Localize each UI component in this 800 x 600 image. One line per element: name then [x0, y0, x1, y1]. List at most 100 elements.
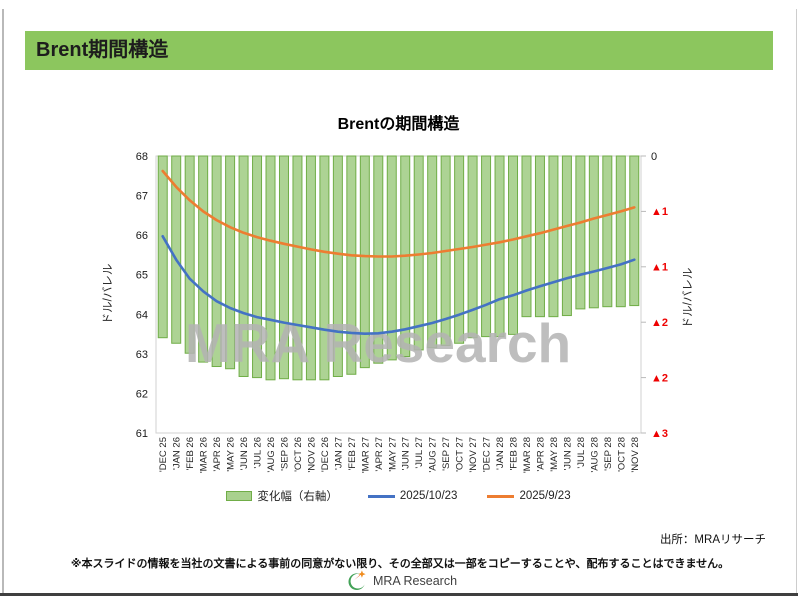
bar	[319, 155, 330, 381]
source-note: 出所：MRAリサーチ	[659, 534, 766, 546]
bar	[359, 155, 370, 369]
bar	[292, 155, 303, 381]
slide-bottom-rule	[0, 593, 798, 596]
x-axis-tick-label: 'FEB 28	[509, 437, 520, 471]
chart-svg: 68 67 66 65 64 63 62 61 0 ▲1 ▲1 ▲2 ▲2 ▲3 ドル/バレル ドル/バレル M…	[102, 151, 695, 473]
x-axis-tick-label: 'FEB 27	[347, 437, 358, 471]
disclaimer-text: ※本スライドの情報を当社の文書による事前の同意がない限り、その全部又は一部をコピ…	[70, 558, 730, 570]
x-axis-tick-label: 'JAN 27	[333, 437, 344, 470]
bar	[157, 155, 168, 339]
left-axis-tick-label: 67	[136, 191, 148, 203]
x-axis-tick-label: 'JUL 28	[576, 437, 587, 469]
bar	[346, 155, 357, 375]
x-axis-tick-label: 'DEC 25	[158, 437, 169, 472]
bar	[305, 155, 316, 381]
bar	[588, 155, 599, 309]
right-axis-tick-label: 0	[651, 151, 657, 163]
bar	[615, 155, 626, 308]
legend-label-orange: 2025/9/23	[519, 490, 571, 502]
left-axis-tick-label: 64	[136, 309, 148, 321]
bar	[332, 155, 343, 377]
legend-orange-line-swatch-icon	[487, 494, 515, 498]
x-axis-tick-label: 'JUN 28	[562, 437, 573, 471]
x-axis-tick-label: 'MAY 28	[549, 437, 560, 472]
x-axis-tick-label: 'MAR 27	[360, 437, 371, 473]
bar	[548, 155, 559, 318]
right-axis-tick-label: ▲3	[651, 428, 668, 440]
bar	[508, 155, 519, 335]
x-axis-tick-label: 'SEP 28	[603, 437, 614, 471]
left-axis-tick-label: 68	[136, 151, 148, 163]
bar	[534, 155, 545, 318]
chart-legend: 変化幅（右軸） 2025/10/23 2025/9/23	[146, 488, 651, 504]
left-axis-tick-label: 65	[136, 270, 148, 282]
bar	[198, 155, 209, 363]
bar	[265, 155, 276, 381]
bar	[238, 155, 249, 377]
x-axis-tick-label: 'MAR 26	[199, 437, 210, 473]
x-axis-tick-label: 'FEB 26	[185, 437, 196, 471]
bar	[225, 155, 236, 370]
chart-title: Brentの期間構造	[337, 116, 460, 133]
x-axis-tick-label: 'DEC 27	[482, 437, 493, 472]
bar	[252, 155, 263, 379]
left-axis-tick-label: 63	[136, 349, 148, 361]
x-axis-tick-label: 'OCT 27	[455, 437, 466, 472]
legend-blue-line-swatch-icon	[367, 494, 395, 498]
x-axis-tick-label: 'APR 26	[212, 437, 223, 472]
bar	[386, 155, 397, 361]
left-axis-title: ドル/バレル	[102, 264, 115, 325]
slide-left-border	[2, 9, 4, 595]
x-axis-tick-label: 'OCT 26	[293, 437, 304, 472]
x-axis-tick-label: 'JUL 27	[414, 437, 425, 469]
x-axis-tick-label: 'NOV 27	[468, 437, 479, 473]
x-axis-tick-label: 'JUL 26	[253, 437, 264, 469]
left-axis-tick-label: 61	[136, 428, 148, 440]
x-axis-tick-label: 'NOV 28	[630, 437, 641, 473]
legend-item-bar: 変化幅（右軸）	[226, 488, 338, 504]
x-axis-tick-label: 'AUG 28	[589, 437, 600, 473]
legend-item-blue-line: 2025/10/23	[367, 490, 458, 502]
left-axis-tick-label: 62	[136, 388, 148, 400]
x-axis-tick-label: 'NOV 26	[306, 437, 317, 473]
plot-area	[155, 155, 642, 434]
x-axis-tick-label: 'JUN 26	[239, 437, 250, 471]
x-axis-tick-label: 'JUN 27	[401, 437, 412, 471]
slide-right-border	[796, 9, 797, 595]
mra-logo-icon	[348, 570, 366, 591]
line-series-1	[161, 235, 636, 335]
right-axis-tick-label: ▲2	[651, 372, 668, 384]
right-axis-tick-label: ▲2	[651, 317, 668, 329]
x-axis-tick-label: 'OCT 28	[616, 437, 627, 472]
x-axis-tick-label: 'MAY 27	[387, 437, 398, 472]
bar	[184, 155, 195, 354]
bar	[494, 155, 505, 338]
x-axis-tick-label: 'SEP 27	[441, 437, 452, 471]
x-axis-tick-label: 'SEP 26	[279, 437, 290, 471]
right-axis-tick-label: ▲1	[651, 262, 668, 274]
legend-label-bar: 変化幅（右軸）	[257, 491, 338, 503]
x-axis-tick-label: 'APR 28	[535, 437, 546, 472]
right-axis-tick-label: ▲1	[651, 206, 668, 218]
x-axis-tick-label: 'JAN 28	[495, 437, 506, 470]
slide-title: Brent期間構造	[36, 39, 169, 61]
bar	[373, 155, 384, 364]
bar	[602, 155, 613, 308]
footer-logo-text: MRA Research	[372, 574, 458, 588]
watermark-text: MRA Research	[185, 312, 571, 374]
x-axis-tick-label: 'MAR 28	[522, 437, 533, 473]
right-axis-title: ドル/バレル	[682, 268, 695, 329]
x-axis-tick-label: 'MAY 26	[226, 437, 237, 472]
bar	[575, 155, 586, 310]
bar	[629, 155, 640, 307]
bar	[211, 155, 222, 368]
slide-header-bar: Brent期間構造	[25, 31, 773, 70]
legend-label-blue: 2025/10/23	[399, 490, 458, 502]
x-axis-tick-label: 'JAN 26	[172, 437, 183, 470]
x-axis-tick-label: 'DEC 26	[320, 437, 331, 472]
bar	[278, 155, 289, 380]
x-axis-tick-label: 'AUG 26	[266, 437, 277, 473]
footer-logo: MRA Research	[0, 569, 800, 593]
bar	[561, 155, 572, 317]
